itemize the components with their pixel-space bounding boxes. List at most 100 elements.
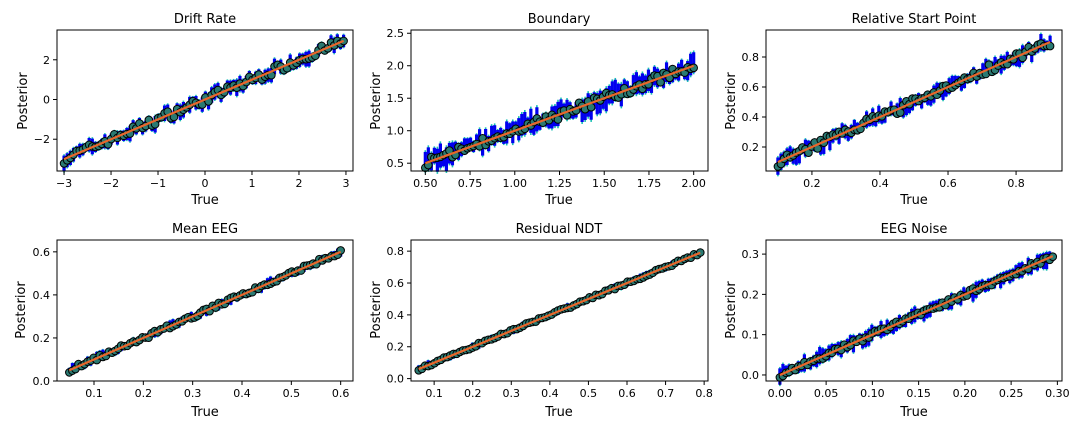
- y-tick-label: 0.5: [387, 157, 405, 170]
- x-tick-label: 0.05: [814, 387, 839, 400]
- data-point: [695, 248, 705, 257]
- data-points: [421, 50, 698, 174]
- x-tick-label: 0.8: [1007, 177, 1025, 190]
- plot-area: −3 −2 −1 0 1 2 3 −2 0 2: [34, 29, 354, 190]
- x-tick-label: 0.2: [135, 387, 153, 400]
- x-tick-label: 0.15: [906, 387, 931, 400]
- x-tick-label: 0.50: [413, 177, 438, 190]
- y-tick-label: 0.0: [742, 369, 760, 382]
- data-points: [775, 250, 1058, 387]
- x-tick-label: 0.5: [580, 387, 598, 400]
- plot-area: 0.1 0.2 0.3 0.4 0.5 0.6 0.0 0.2 0.4 0.6: [33, 239, 354, 400]
- x-tick-label: 0.75: [458, 177, 483, 190]
- y-tick-label: 1.5: [387, 92, 405, 105]
- x-tick-label: 0.6: [332, 387, 350, 400]
- identity-line: [424, 64, 695, 165]
- plot-area: 0.00 0.05 0.10 0.15 0.20 0.25 0.30 0.0 0.1 0.2 0.3: [742, 239, 1070, 400]
- x-tick-label: 0.4: [233, 387, 251, 400]
- axes-frame: [56, 239, 354, 382]
- x-tick-label: 0.30: [1045, 387, 1070, 400]
- panel-title: Boundary: [528, 12, 591, 27]
- panel-eeg-noise: EEG Noise 0.00 0.05 0.10 0.15 0.20 0.25 0.300.…: [724, 222, 1070, 420]
- x-tick-label: 0.10: [860, 387, 885, 400]
- y-tick-label: 0.8: [387, 245, 405, 258]
- y-axis-label: Posterior: [14, 281, 29, 339]
- y-tick-label: 2.5: [387, 27, 405, 40]
- x-tick-label: −3: [56, 177, 72, 190]
- x-axis-label: True: [899, 193, 928, 208]
- y-tick-label: 0: [43, 94, 50, 107]
- data-points: [59, 33, 348, 173]
- y-axis-label: Posterior: [16, 72, 31, 130]
- x-tick-label: 1.00: [503, 177, 528, 190]
- x-tick-label: 0.1: [85, 387, 103, 400]
- y-tick-label: 0.6: [387, 277, 405, 290]
- x-tick-label: 0.00: [768, 387, 793, 400]
- x-tick-label: 0.2: [464, 387, 482, 400]
- x-axis-label: True: [544, 405, 573, 420]
- y-axis-label: Posterior: [724, 72, 739, 130]
- x-axis-label: True: [544, 193, 573, 208]
- x-tick-label: 0.2: [803, 177, 821, 190]
- plot-area: 0.50 0.75 1.00 1.25 1.50 1.75 2.00 0.5 1.0 1.5 2.0…: [387, 27, 709, 190]
- y-tick-label: 1.0: [387, 125, 405, 138]
- y-tick-label: 0.1: [742, 329, 760, 342]
- panel-mean-eeg: Mean EEG 0.1 0.2 0.3 0.4 0.5 0.60.00.20.40.6 …: [14, 222, 354, 420]
- y-tick-label: 0.2: [33, 332, 51, 345]
- y-tick-label: 0.2: [742, 288, 760, 301]
- x-tick-label: 0.3: [503, 387, 521, 400]
- axes-frame: [410, 239, 709, 382]
- x-tick-label: 0.25: [999, 387, 1024, 400]
- x-tick-label: 0.5: [283, 387, 301, 400]
- x-tick-label: 0: [202, 177, 209, 190]
- x-axis-label: True: [899, 405, 928, 420]
- y-tick-label: 0.2: [387, 341, 405, 354]
- x-tick-label: 2.00: [681, 177, 706, 190]
- data-points: [773, 32, 1055, 177]
- y-axis-label: Posterior: [369, 281, 384, 339]
- y-tick-label: 0.4: [33, 289, 51, 302]
- y-tick-label: 0.0: [387, 373, 405, 386]
- panel-relative-start-point: Relative Start Point 0.2 0.4 0.6 0.80.20.40…: [724, 12, 1063, 208]
- y-tick-label: −2: [34, 133, 50, 146]
- panel-drift-rate: Drift Rate −3 −2 −1 0 1 2 3 −2 0 2 True Posterior: [16, 12, 354, 208]
- y-tick-label: 0.6: [742, 81, 760, 94]
- x-tick-label: 0.6: [618, 387, 636, 400]
- x-tick-label: 0.20: [953, 387, 978, 400]
- x-tick-label: 0.3: [184, 387, 202, 400]
- y-tick-label: 0.6: [33, 246, 51, 259]
- y-tick-label: 0.8: [742, 51, 760, 64]
- panel-title: Mean EEG: [172, 222, 238, 237]
- x-tick-label: 1: [248, 177, 255, 190]
- x-tick-label: 1.50: [592, 177, 617, 190]
- x-tick-label: 0.4: [541, 387, 559, 400]
- y-axis-label: Posterior: [369, 72, 384, 130]
- panel-title: EEG Noise: [881, 222, 948, 237]
- y-tick-label: 0.0: [33, 375, 51, 388]
- panel-boundary: Boundary 0.50 0.75 1.00 1.25 1.50 1.75 2.000.5…: [369, 12, 709, 208]
- identity-line: [68, 250, 342, 372]
- panel-title: Residual NDT: [516, 222, 603, 237]
- axes-frame: [765, 29, 1063, 172]
- identity-line: [63, 39, 345, 161]
- y-tick-label: 2.0: [387, 60, 405, 73]
- identity-line: [779, 255, 1054, 376]
- panel-title: Drift Rate: [174, 12, 236, 27]
- y-tick-label: 0.4: [387, 309, 405, 322]
- x-tick-label: 0.8: [695, 387, 713, 400]
- x-axis-label: True: [190, 405, 219, 420]
- x-tick-label: 0.6: [939, 177, 957, 190]
- x-tick-label: 1.25: [547, 177, 572, 190]
- x-tick-label: 1.75: [637, 177, 662, 190]
- x-tick-label: 0.7: [657, 387, 675, 400]
- y-tick-label: 0.4: [742, 111, 760, 124]
- x-tick-label: 0.4: [871, 177, 889, 190]
- plot-area: 0.2 0.4 0.6 0.8 0.2 0.4 0.6 0.8: [742, 29, 1063, 190]
- y-tick-label: 0.3: [742, 248, 760, 261]
- x-axis-label: True: [190, 193, 219, 208]
- y-tick-label: 2: [43, 54, 50, 67]
- x-tick-label: 3: [342, 177, 349, 190]
- panel-title: Relative Start Point: [852, 12, 977, 27]
- y-tick-label: 0.2: [742, 141, 760, 154]
